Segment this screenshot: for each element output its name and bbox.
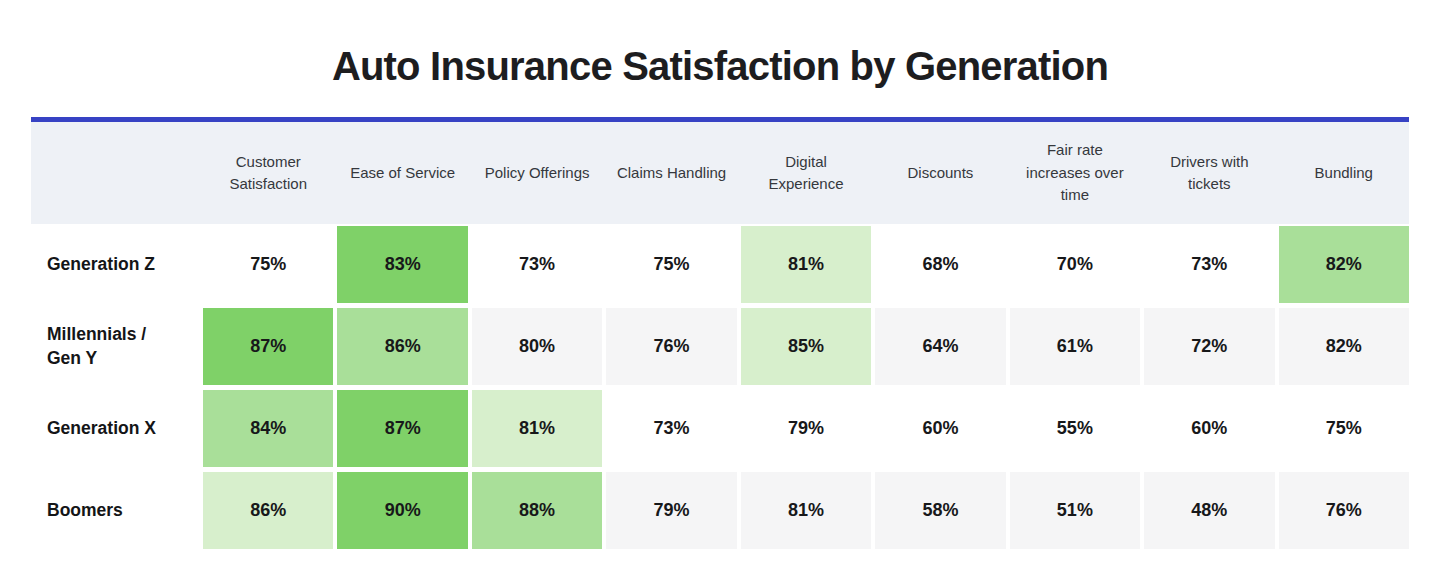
chart-title: Auto Insurance Satisfaction by Generatio… — [0, 42, 1440, 90]
table-cell: 81% — [741, 472, 871, 549]
table-cell: 73% — [472, 226, 602, 303]
table-row: Generation Z75%83%73%75%81%68%70%73%82% — [31, 226, 1409, 303]
column-header: Ease of Service — [337, 162, 467, 185]
column-header: Claims Handling — [606, 162, 736, 185]
column-header: Policy Offerings — [472, 162, 602, 185]
table-cell: 83% — [337, 226, 467, 303]
table-cell: 68% — [875, 226, 1005, 303]
table-row: Millennials /Gen Y87%86%80%76%85%64%61%7… — [31, 308, 1409, 385]
table-cell: 48% — [1144, 472, 1274, 549]
table-cell: 81% — [741, 226, 871, 303]
table-cell: 73% — [1144, 226, 1274, 303]
satisfaction-table: Customer SatisfactionEase of ServicePoli… — [31, 117, 1409, 549]
table-cell: 58% — [875, 472, 1005, 549]
table-row: Generation X84%87%81%73%79%60%55%60%75% — [31, 390, 1409, 467]
table-row: Boomers86%90%88%79%81%58%51%48%76% — [31, 472, 1409, 549]
column-header: Drivers with tickets — [1144, 151, 1274, 196]
table-cell: 70% — [1010, 226, 1140, 303]
table-cell: 87% — [203, 308, 333, 385]
table-cell: 75% — [1279, 390, 1409, 467]
table-cell: 73% — [606, 390, 736, 467]
table-cell: 60% — [875, 390, 1005, 467]
table-cell: 79% — [606, 472, 736, 549]
table-cell: 90% — [337, 472, 467, 549]
table-cell: 88% — [472, 472, 602, 549]
table-cell: 61% — [1010, 308, 1140, 385]
table-cell: 85% — [741, 308, 871, 385]
table-cell: 84% — [203, 390, 333, 467]
table-cell: 75% — [606, 226, 736, 303]
column-header: Discounts — [875, 162, 1005, 185]
table-cell: 79% — [741, 390, 871, 467]
column-header: Customer Satisfaction — [203, 151, 333, 196]
table-cell: 51% — [1010, 472, 1140, 549]
table-cell: 82% — [1279, 226, 1409, 303]
table-body: Generation Z75%83%73%75%81%68%70%73%82%M… — [31, 226, 1409, 549]
column-header: Fair rate increases over time — [1010, 139, 1140, 207]
heatmap-canvas: Auto Insurance Satisfaction by Generatio… — [0, 0, 1440, 585]
table-cell: 80% — [472, 308, 602, 385]
table-cell: 86% — [337, 308, 467, 385]
table-header-row: Customer SatisfactionEase of ServicePoli… — [31, 117, 1409, 224]
table-cell: 81% — [472, 390, 602, 467]
table-cell: 72% — [1144, 308, 1274, 385]
table-cell: 87% — [337, 390, 467, 467]
row-label: Generation X — [31, 390, 199, 467]
column-header: Digital Experience — [741, 151, 871, 196]
table-cell: 82% — [1279, 308, 1409, 385]
table-cell: 75% — [203, 226, 333, 303]
table-cell: 86% — [203, 472, 333, 549]
row-label: Generation Z — [31, 226, 199, 303]
table-cell: 60% — [1144, 390, 1274, 467]
row-label: Millennials /Gen Y — [31, 308, 199, 385]
column-header: Bundling — [1279, 162, 1409, 185]
table-cell: 55% — [1010, 390, 1140, 467]
table-cell: 76% — [1279, 472, 1409, 549]
table-cell: 64% — [875, 308, 1005, 385]
row-label: Boomers — [31, 472, 199, 549]
table-cell: 76% — [606, 308, 736, 385]
